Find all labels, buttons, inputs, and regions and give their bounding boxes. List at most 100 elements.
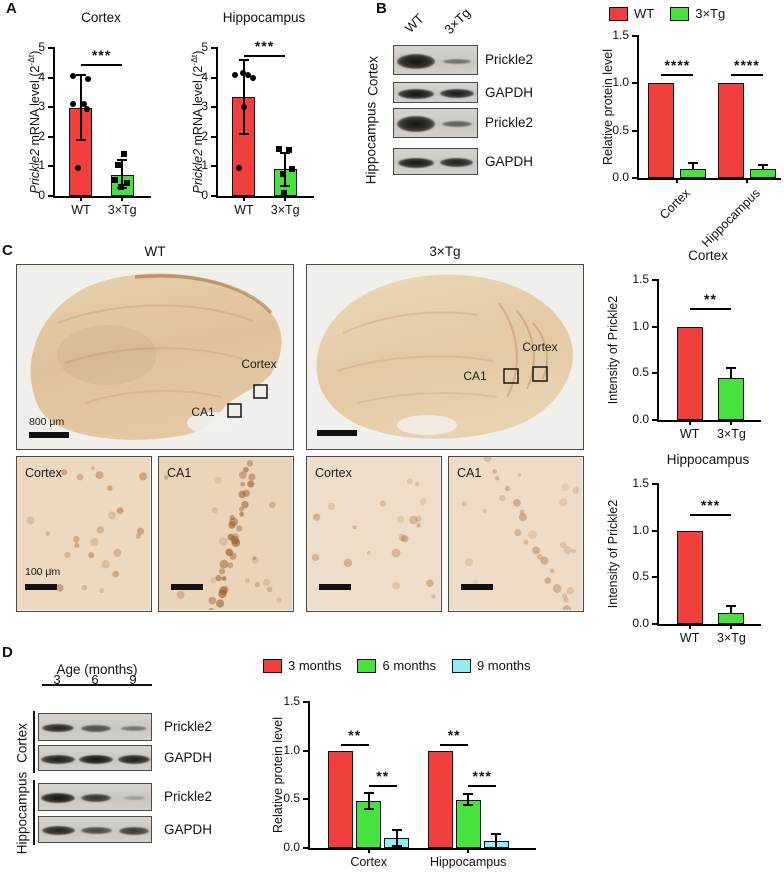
- y-tick-label: 1.5: [632, 476, 649, 490]
- ihc-cell-speckle: [139, 472, 148, 481]
- blot-lane-label: WT: [401, 10, 427, 36]
- x-tick-mark: [745, 178, 748, 183]
- ihc-band-speckle: [219, 559, 229, 569]
- blot-band: [122, 796, 145, 800]
- inset-scale-bar: [319, 584, 351, 590]
- tg-cortex-label: Cortex: [522, 340, 557, 354]
- chart-title: Hippocampus: [666, 452, 750, 467]
- blot-band: [41, 793, 75, 803]
- blot-band: [79, 754, 113, 764]
- tg-ca1-box: [503, 368, 519, 384]
- error-bar: [242, 59, 245, 134]
- x-category-label: WT: [679, 427, 700, 441]
- ihc-band-speckle: [231, 538, 241, 547]
- panel-label-a: A: [6, 0, 17, 17]
- ihc-cell-speckle: [90, 537, 99, 547]
- legend-item: 3 months: [263, 658, 341, 673]
- x-category-label: 3×Tg: [107, 203, 137, 217]
- y-axis-label: Relative protein level: [271, 716, 285, 834]
- bar: [676, 326, 703, 420]
- blot-strip: [38, 783, 152, 811]
- bar: [328, 750, 354, 848]
- y-tick-label: 1.0: [612, 75, 629, 90]
- y-tick-label: 0.0: [283, 840, 300, 854]
- significance-line: [661, 73, 694, 76]
- ihc-cell-speckle: [465, 558, 474, 567]
- error-bar: [692, 162, 695, 169]
- ihc-cell-speckle: [176, 590, 185, 599]
- blot-target-label: Prickle2: [164, 719, 213, 734]
- significance-stars: **: [348, 726, 362, 743]
- scatter-point: [84, 76, 91, 83]
- error-cap-bottom: [280, 184, 291, 187]
- y-tick-label: 0.5: [283, 791, 300, 806]
- y-tick-mark: [652, 325, 659, 328]
- ihc-band-speckle: [215, 574, 222, 582]
- y-tick-label: 0.0: [612, 170, 629, 184]
- ihc-cell-speckle: [401, 534, 409, 543]
- bar: [648, 83, 675, 178]
- legend-item: 6 months: [357, 658, 436, 673]
- plot-area: 0.0 0.5 1.0 1.5 Cortex Hippocampus ** ** ** ***: [283, 694, 536, 869]
- blot-band: [120, 725, 147, 731]
- panel-c-tg-title: 3×Tg: [429, 244, 461, 259]
- plot-area: 0.0 0.5 1.0 1.5 Cortex Hippocampus **** ****: [612, 28, 781, 250]
- panel-label-c: C: [2, 242, 13, 259]
- blot-band: [439, 89, 474, 98]
- plot-area: 0.0 0.5 1.0 1.5 WT 3×Tg ***: [632, 476, 761, 645]
- x-tick-mark: [121, 196, 124, 201]
- blot-group-label: Hippocampus: [14, 771, 30, 855]
- ihc-cell-speckle: [88, 552, 95, 559]
- x-tick-mark: [467, 848, 470, 853]
- chart-title: Cortex: [81, 10, 121, 25]
- x-category-label: Cortex: [350, 855, 388, 869]
- x-category-label: WT: [679, 631, 700, 645]
- chart-b-protein: WT 3×Tg Relative protein level 0.0 0.5 1.0 1.5…: [597, 0, 784, 250]
- significance-stars: ***: [91, 47, 112, 64]
- y-tick-label: 4: [38, 69, 45, 84]
- ihc-cell-speckle: [136, 527, 145, 535]
- scatter-point: [80, 101, 87, 108]
- ihc-band-speckle: [240, 482, 245, 487]
- bar: [749, 169, 776, 178]
- legend-label: WT: [634, 6, 655, 21]
- panel-label-d: D: [2, 644, 13, 661]
- blot-band: [118, 826, 149, 835]
- bar: [718, 378, 745, 420]
- legend-label: 3×Tg: [695, 6, 726, 21]
- ihc-band-speckle: [218, 568, 226, 575]
- blot-band: [117, 754, 150, 764]
- x-tick-mark: [688, 420, 691, 425]
- significance-stars: ***: [254, 38, 275, 55]
- ihc-cell-speckle: [55, 584, 64, 592]
- y-tick-mark: [652, 529, 659, 532]
- wt-brain-section: Cortex CA1 800 μm: [17, 265, 292, 448]
- blot-band: [441, 121, 472, 127]
- x-category-label: Hippocampus: [429, 855, 507, 869]
- wt-scale-bar: [29, 432, 69, 438]
- y-tick-label: 1.5: [632, 272, 649, 286]
- blot-strip: [393, 108, 478, 138]
- x-tick-mark: [284, 196, 287, 201]
- chart-legend: WT 3×Tg: [609, 6, 741, 21]
- error-bar: [79, 74, 82, 140]
- wt-streak-2: [64, 347, 244, 364]
- x-tick-mark: [242, 196, 245, 201]
- blot-lane-label: 3×Tg: [441, 5, 474, 37]
- ihc-cell-speckle: [210, 577, 217, 584]
- y-tick-mark: [303, 798, 310, 801]
- x-tick-mark: [730, 420, 733, 425]
- ihc-band-speckle: [514, 529, 522, 537]
- error-cap-top: [757, 163, 768, 166]
- blot-target-label: Prickle2: [485, 115, 534, 130]
- ihc-cell-speckle: [61, 469, 68, 476]
- significance-stars: **: [376, 767, 390, 784]
- ihc-cell-speckle: [101, 560, 110, 569]
- ihc-cell-speckle: [482, 508, 487, 514]
- wt-streak-1: [56, 304, 254, 324]
- inset-scale-bar: [25, 584, 57, 590]
- blot-strip: [38, 816, 152, 843]
- significance-line: [689, 308, 732, 310]
- blot-header-underline: [42, 684, 152, 686]
